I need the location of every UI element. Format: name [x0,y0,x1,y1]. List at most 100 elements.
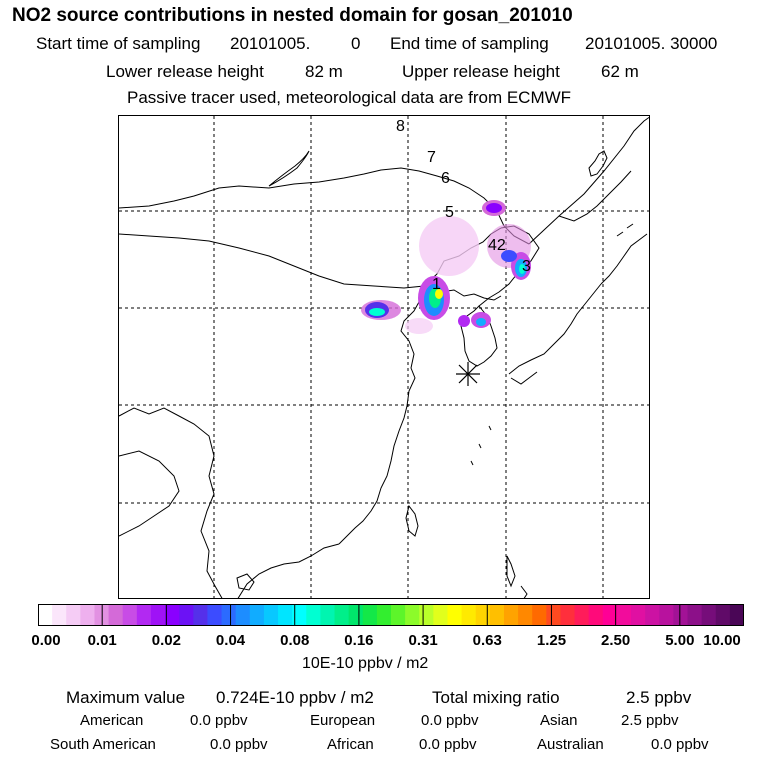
colorbar-swatch [687,604,703,626]
colorbar-swatch [179,604,194,626]
colorbar-swatch [263,604,279,626]
colorbar-tick-label: 0.04 [215,632,246,649]
colorbar-swatch [292,604,307,626]
colorbar-swatch [108,604,124,626]
colorbar-swatch [532,604,547,626]
start-time-value: 20101005. [230,34,311,53]
colorbar-swatch [362,604,378,626]
colorbar-swatch [701,604,717,626]
colorbar-swatch [66,604,81,626]
trajectory-label: 42 [488,237,506,254]
trajectory-label: 3 [522,258,531,275]
map-panel[interactable]: 8 7 6 5 42 3 1 [118,115,650,599]
colorbar-swatch [207,604,223,626]
max-value-label: Maximum value [66,688,186,707]
upper-height-value: 62 m [601,62,639,81]
colorbar-swatch [278,604,293,626]
start-time-hhmm: 0 [351,34,361,53]
region-value: 0.0 ppbv [210,736,268,753]
colorbar-tick-label: 1.25 [536,632,567,649]
colorbar-swatch [503,604,519,626]
colorbar-swatch [673,604,689,626]
colorbar-swatch [475,604,491,626]
asterisk-icon [456,362,480,386]
colorbar-swatches [37,604,745,626]
colorbar-swatch [645,604,660,626]
trajectory-label: 1 [432,276,441,293]
region-name: African [327,736,374,753]
colorbar-swatch [150,604,166,626]
colorbar [37,604,745,626]
total-mixing-label: Total mixing ratio [432,688,560,707]
colorbar-swatch [52,604,67,626]
trajectory-labels: 8 7 6 5 42 3 1 [396,118,531,293]
end-time-value: 20101005. 30000 [585,34,718,53]
lat-lon-grid [119,116,649,598]
colorbar-swatch [348,604,364,626]
colorbar-tick-label: 0.16 [344,632,374,649]
colorbar-tick-label: 5.00 [665,632,695,649]
colorbar-tick-label: 0.63 [472,632,502,649]
colorbar-swatch [193,604,209,626]
colorbar-swatch [489,604,505,626]
region-value: 0.0 ppbv [421,712,479,729]
colorbar-swatch [715,604,731,626]
colorbar-tick-label: 0.08 [280,632,310,649]
lower-height-value: 82 m [305,62,343,81]
colorbar-swatch [588,604,604,626]
colorbar-tick-label: 2.50 [601,632,631,649]
coastlines [119,116,649,598]
colorbar-swatch [136,604,152,626]
region-value: 2.5 ppbv [621,712,679,729]
colorbar-swatch [461,604,477,626]
region-name: American [80,712,144,729]
trajectory-label: 6 [441,170,450,187]
start-time-label: Start time of sampling [36,34,201,53]
colorbar-swatch [602,604,618,626]
colorbar-swatch [574,604,590,626]
colorbar-tick-label: 10.00 [703,632,741,649]
colorbar-swatch [80,604,96,626]
colorbar-tick-label: 0.00 [31,632,61,649]
colorbar-swatch [405,604,420,626]
region-value: 0.0 ppbv [419,736,477,753]
colorbar-swatch [729,604,745,626]
trajectory-label: 8 [396,118,405,135]
colorbar-swatch [433,604,449,626]
region-value: 0.0 ppbv [190,712,248,729]
map-canvas: 8 7 6 5 42 3 1 [119,116,649,598]
contribution-plumes [361,200,531,334]
colorbar-swatch [334,604,350,626]
region-name: European [310,712,376,729]
region-name: South American [50,736,156,753]
colorbar-swatch [560,604,576,626]
colorbar-swatch [320,604,336,626]
colorbar-swatch [221,604,237,626]
colorbar-swatch [306,604,321,626]
colorbar-swatch [391,604,406,626]
trajectory-label: 5 [445,204,454,221]
region-name: Asian [540,712,578,729]
page-title: NO2 source contributions in nested domai… [12,5,573,26]
colorbar-swatch [546,604,562,626]
colorbar-swatch [631,604,646,626]
colorbar-swatch [249,604,265,626]
colorbar-swatch [616,604,632,626]
colorbar-swatch [38,604,53,626]
colorbar-border [38,604,744,626]
trajectory-label: 7 [427,149,436,166]
colorbar-swatch [376,604,392,626]
colorbar-swatch [122,604,138,626]
total-mixing-value: 2.5 ppbv [626,688,692,707]
colorbar-tick-label: 0.02 [151,632,181,649]
colorbar-swatch [419,604,434,626]
lower-height-label: Lower release height [106,62,264,81]
upper-height-label: Upper release height [402,62,560,81]
colorbar-swatch [165,604,180,626]
tracer-note: Passive tracer used, meteorological data… [127,88,572,107]
colorbar-swatch [659,604,674,626]
colorbar-swatch [518,604,533,626]
end-time-label: End time of sampling [390,34,549,53]
colorbar-swatch [447,604,463,626]
colorbar-tick-label: 0.31 [408,632,438,649]
